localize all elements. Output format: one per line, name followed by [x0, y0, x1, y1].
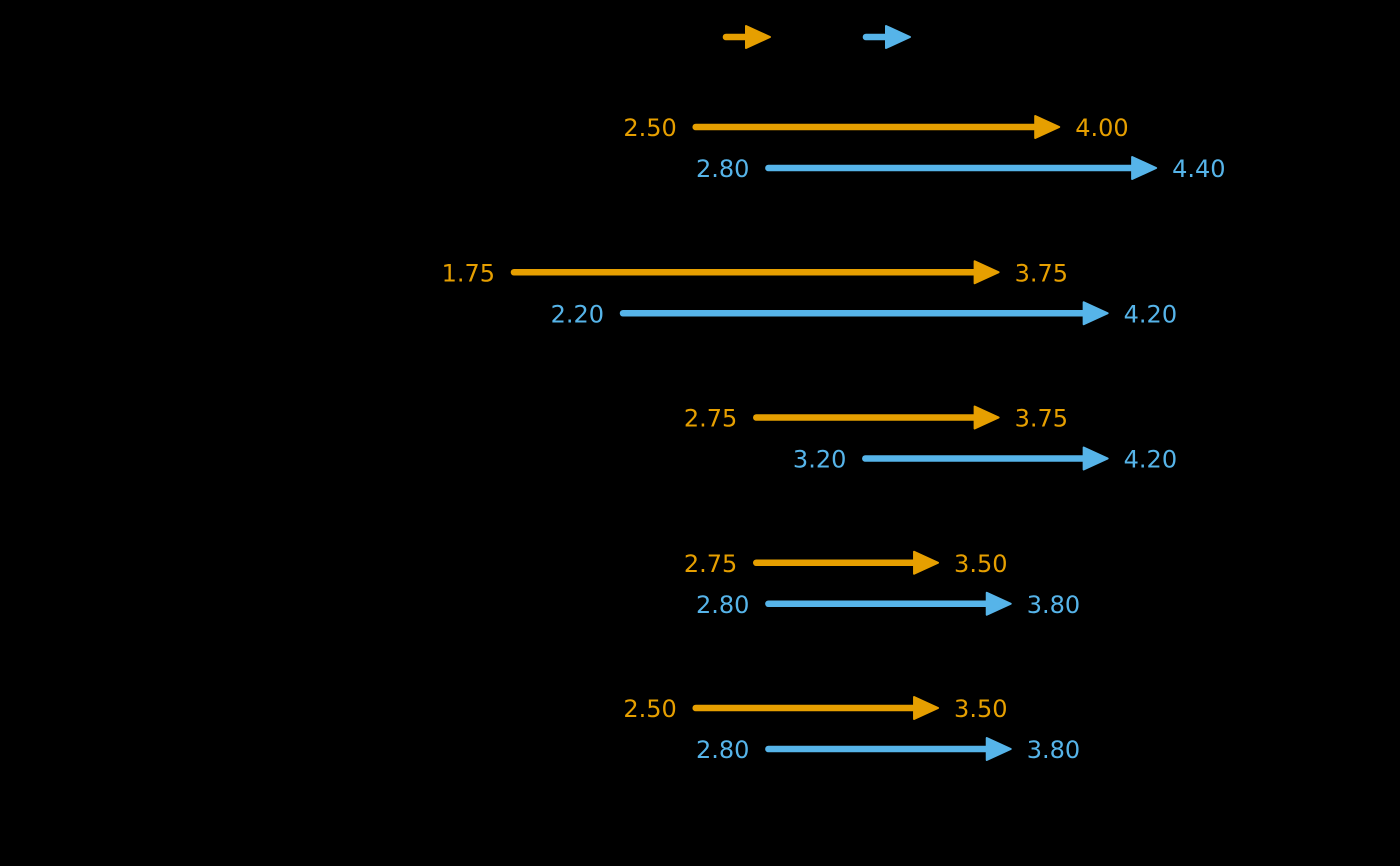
- arrow-head-icon: [973, 405, 1000, 430]
- arrow-blue-group-2: [619, 301, 1109, 326]
- arrow-start-value-label: 2.75: [684, 550, 737, 578]
- arrow-blue-group-4: [765, 591, 1012, 616]
- arrow-end-value-label: 4.20: [1124, 300, 1177, 328]
- arrow-start-value-label: 1.75: [442, 259, 495, 287]
- arrow-start-value-label: 2.50: [623, 114, 676, 142]
- arrow-head-icon: [885, 25, 911, 49]
- arrow-head-icon: [1082, 301, 1109, 326]
- arrow-orange-group-1: [692, 115, 1061, 139]
- arrow-orange-group-2: [510, 260, 1000, 285]
- arrow-end-value-label: 3.75: [1015, 405, 1068, 433]
- arrow-head-icon: [1131, 156, 1158, 180]
- arrow-end-value-label: 4.00: [1075, 114, 1128, 142]
- arrow-head-icon: [985, 591, 1012, 616]
- arrow-end-value-label: 3.50: [954, 695, 1007, 723]
- arrow-end-value-label: 3.80: [1027, 591, 1080, 619]
- arrow-start-value-label: 2.80: [696, 736, 749, 764]
- arrow-start-value-label: 2.80: [696, 591, 749, 619]
- arrow-head-icon: [1082, 446, 1109, 471]
- arrow-head-icon: [913, 550, 940, 575]
- arrow-start-value-label: 2.20: [551, 300, 604, 328]
- arrow-end-value-label: 3.80: [1027, 736, 1080, 764]
- arrow-end-value-label: 3.50: [954, 550, 1007, 578]
- arrow-legend-blue: [862, 25, 911, 49]
- arrow-start-value-label: 2.80: [696, 155, 749, 183]
- arrow-head-icon: [985, 737, 1012, 761]
- arrow-end-value-label: 4.20: [1124, 446, 1177, 474]
- arrow-head-icon: [973, 260, 1000, 285]
- arrow-start-value-label: 2.50: [623, 695, 676, 723]
- arrow-head-icon: [913, 696, 940, 720]
- arrow-start-value-label: 3.20: [793, 446, 846, 474]
- arrow-end-value-label: 4.40: [1172, 155, 1225, 183]
- arrow-blue-group-5: [765, 737, 1012, 761]
- arrow-head-icon: [745, 25, 771, 49]
- arrow-head-icon: [1034, 115, 1061, 139]
- arrow-orange-group-5: [692, 696, 940, 720]
- arrow-legend-orange: [722, 25, 771, 49]
- arrow-end-value-label: 3.75: [1015, 259, 1068, 287]
- arrow-start-value-label: 2.75: [684, 405, 737, 433]
- arrow-blue-group-3: [862, 446, 1109, 471]
- arrow-orange-group-4: [753, 550, 940, 575]
- arrow-blue-group-1: [765, 156, 1158, 180]
- arrow-orange-group-3: [753, 405, 1000, 430]
